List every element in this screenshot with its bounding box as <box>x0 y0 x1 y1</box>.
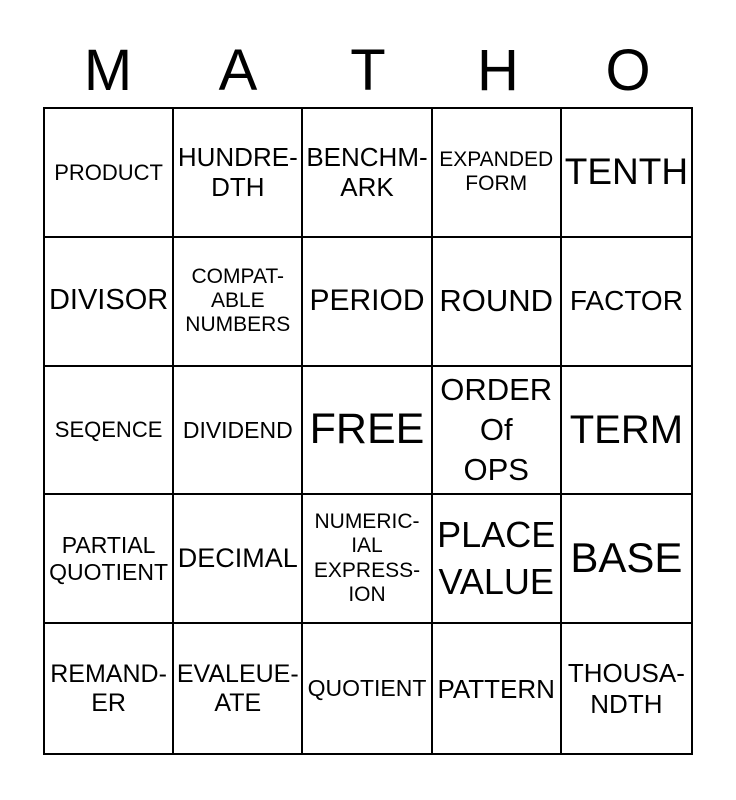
cell-place-value[interactable]: PLACE VALUE <box>432 495 562 625</box>
cell-free-space[interactable]: FREE <box>303 366 433 496</box>
cell-benchmark[interactable]: BENCHM- ARK <box>303 109 433 238</box>
header-letter-m: M <box>83 38 133 103</box>
cell-period[interactable]: PERIOD <box>303 237 433 367</box>
cell-numerical-expression[interactable]: NUMERIC- IAL EXPRESS- ION <box>303 495 433 625</box>
cell-base[interactable]: BASE <box>561 495 691 625</box>
header-letter-t: T <box>350 38 386 103</box>
cell-hundredth[interactable]: HUNDRE- DTH <box>174 109 304 238</box>
cell-factor[interactable]: FACTOR <box>561 237 691 367</box>
cell-tenth[interactable]: TENTH <box>561 109 691 238</box>
cell-partial-quotient[interactable]: PARTIAL QUOTIENT <box>45 495 175 625</box>
cell-round[interactable]: ROUND <box>432 237 562 367</box>
cell-quotient[interactable]: QUOTIENT <box>303 624 433 753</box>
cell-divisor[interactable]: DIVISOR <box>45 237 175 367</box>
cell-product[interactable]: PRODUCT <box>45 109 175 238</box>
cell-pattern[interactable]: PATTERN <box>432 624 562 753</box>
header-letter-h: H <box>477 38 519 103</box>
cell-thousandth[interactable]: THOUSA- NDTH <box>561 624 691 753</box>
cell-remander[interactable]: REMAND- ER <box>45 624 175 753</box>
cell-term[interactable]: TERM <box>561 366 691 496</box>
cell-order-of-ops[interactable]: ORDER Of OPS <box>432 366 562 496</box>
cell-decimal[interactable]: DECIMAL <box>174 495 304 625</box>
cell-evaleuate[interactable]: EVALEUE- ATE <box>174 624 304 753</box>
cell-compatable-numbers[interactable]: COMPAT- ABLE NUMBERS <box>174 237 304 367</box>
cell-dividend[interactable]: DIVIDEND <box>174 366 304 496</box>
header-letter-a: A <box>218 38 258 103</box>
cell-expanded-form[interactable]: EXPANDED FORM <box>432 109 562 238</box>
header-letter-o: O <box>605 38 651 103</box>
cell-seqence[interactable]: SEQENCE <box>45 366 175 496</box>
bingo-grid: PRODUCT HUNDRE- DTH BENCHM- ARK EXPANDED… <box>43 107 693 755</box>
card-title: M A T H O <box>43 42 693 100</box>
